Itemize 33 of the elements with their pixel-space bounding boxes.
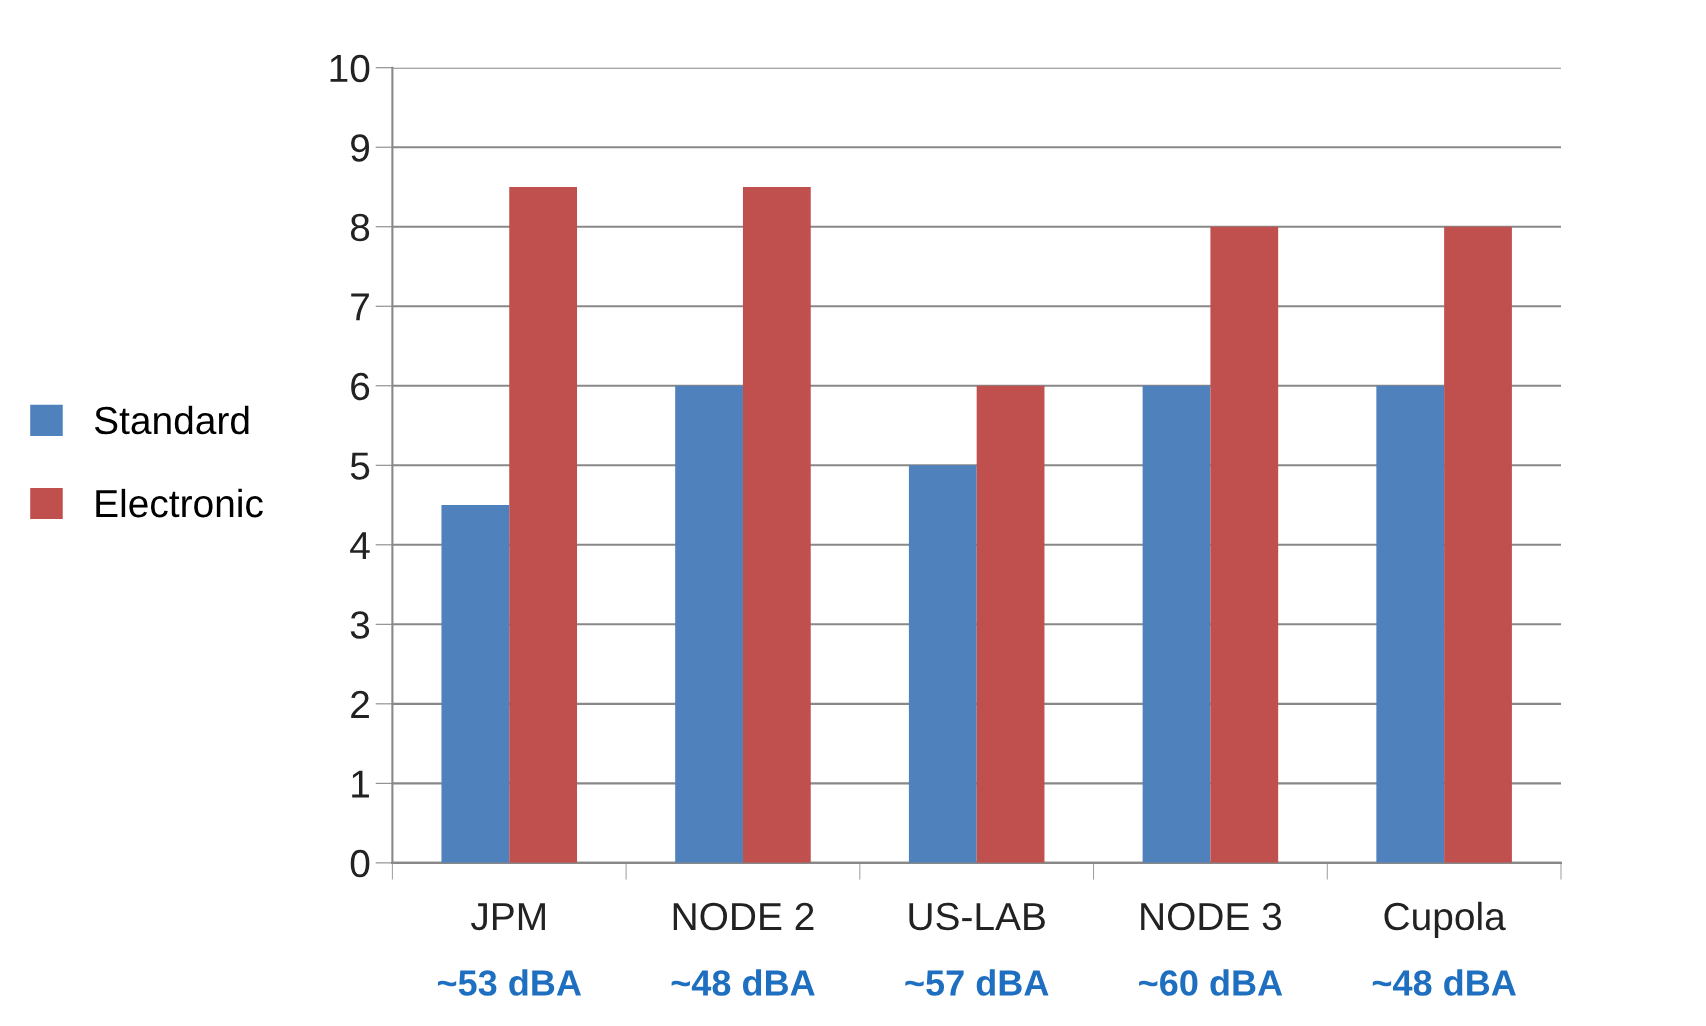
y-tick-label: 9: [351, 134, 370, 162]
text: ~48 dBA: [671, 969, 815, 996]
bar: [1210, 226, 1279, 863]
text: ~60 dBA: [1139, 969, 1283, 996]
y-tick-label: 1: [352, 770, 369, 798]
legend-label: Standard: [94, 405, 249, 435]
y-tick-label: 4: [350, 532, 370, 559]
text: ~48 dBA: [1372, 969, 1516, 996]
y-tick-label: 0: [350, 849, 370, 878]
y-tick-label: 6: [351, 372, 370, 401]
bar: [976, 385, 1045, 863]
bar: [1142, 385, 1211, 863]
bar: [908, 465, 977, 863]
bar: [675, 385, 743, 863]
x-tick-label: Cupola: [1384, 901, 1506, 939]
text: ~57 dBA: [905, 969, 1049, 996]
x-tick-label: NODE 3: [1141, 902, 1282, 931]
legend-label: Electronic: [96, 488, 263, 518]
y-tick-label: 2: [351, 690, 369, 718]
y-tick-label: 10: [330, 54, 370, 83]
bar: [441, 505, 510, 863]
bar: [742, 186, 811, 863]
y-tick-label: 3: [350, 611, 370, 639]
x-tick-label: JPM: [470, 903, 545, 931]
y-tick-label: 5: [350, 452, 370, 480]
x-tick-label: NODE 2: [673, 902, 814, 931]
bar: [509, 186, 578, 863]
bar: [1376, 385, 1445, 863]
text: ~53 dBA: [437, 969, 582, 996]
y-tick-label: 8: [350, 213, 370, 242]
y-tick-label: 7: [351, 293, 369, 321]
bar: [1444, 226, 1512, 863]
x-tick-label: US-LAB: [909, 902, 1045, 931]
